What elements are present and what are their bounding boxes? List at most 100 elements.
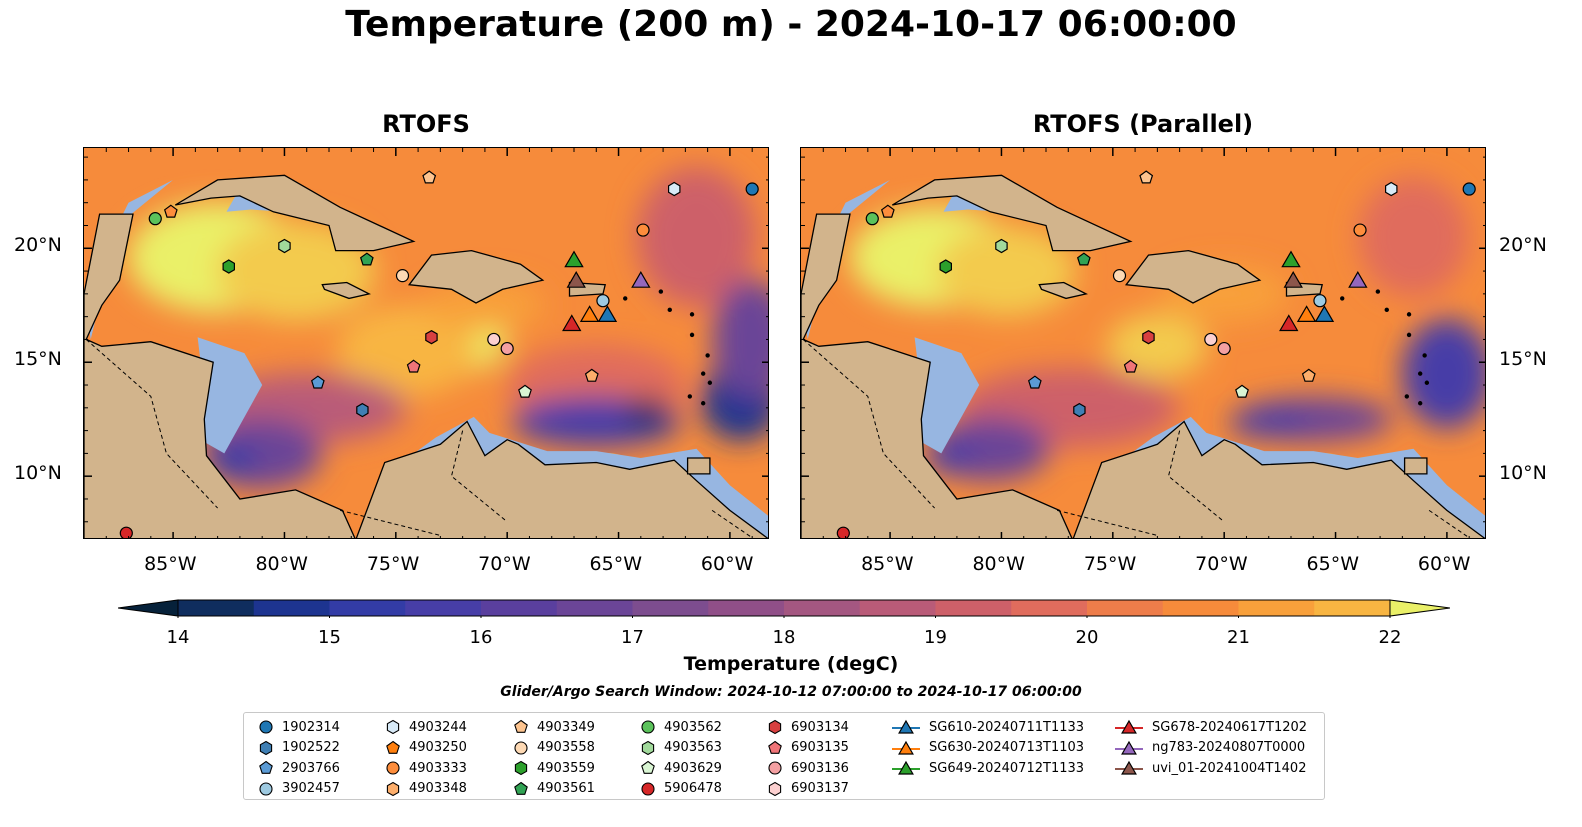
legend-label: SG610-20240711T1133 (929, 719, 1085, 735)
float-marker[interactable] (500, 341, 514, 356)
float-marker[interactable] (1462, 182, 1476, 196)
legend-label: 5906478 (664, 781, 722, 797)
country-border (450, 430, 508, 523)
float-marker[interactable] (163, 204, 178, 218)
float-marker[interactable] (119, 526, 133, 539)
float-marker[interactable] (1027, 375, 1042, 389)
float-marker[interactable] (584, 368, 599, 382)
legend-marker-triangle-line-icon (892, 761, 920, 775)
legend-marker-hexagon-icon (386, 781, 400, 796)
float-markers (836, 170, 1476, 539)
lon-tick-label: 75°W (1083, 553, 1137, 575)
float-marker[interactable] (1139, 170, 1154, 184)
legend-item: 2903766 (258, 758, 340, 779)
float-marker[interactable] (579, 305, 600, 322)
float-marker[interactable] (1296, 305, 1317, 322)
float-marker[interactable] (566, 270, 586, 288)
float-marker[interactable] (1112, 269, 1127, 283)
legend-marker-circle-icon (641, 720, 655, 734)
legend-label: 1902522 (282, 740, 340, 756)
colorbar-segment (405, 600, 482, 616)
float-marker[interactable] (995, 238, 1008, 254)
float-marker[interactable] (1204, 332, 1218, 347)
colorbar-tick-label: 15 (318, 627, 341, 648)
legend-label: 4903562 (664, 719, 722, 735)
float-marker[interactable] (836, 526, 850, 539)
float-marker[interactable] (1313, 294, 1327, 308)
float-marker[interactable] (518, 384, 532, 398)
float-marker[interactable] (562, 314, 582, 332)
float-marker[interactable] (939, 259, 952, 274)
colorbar-segment (1238, 600, 1315, 616)
float-marker[interactable] (1301, 368, 1316, 382)
legend-marker-circle-icon (514, 741, 528, 755)
float-marker[interactable] (425, 330, 438, 345)
colorbar-segment (859, 600, 936, 616)
float-marker[interactable] (667, 181, 681, 197)
float-marker[interactable] (148, 212, 162, 226)
float-marker[interactable] (487, 332, 501, 347)
shelf-region (914, 337, 980, 454)
float-marker[interactable] (1283, 270, 1303, 288)
legend-marker-triangle-line-icon (1115, 761, 1143, 775)
legend-label: 4903629 (664, 760, 722, 776)
float-marker[interactable] (636, 223, 650, 237)
land-region (1072, 420, 1485, 538)
land-region (355, 420, 768, 538)
float-marker[interactable] (1348, 270, 1368, 288)
float-marker[interactable] (1217, 341, 1231, 356)
legend-column: 1902314 1902522 2903766 3902457 (258, 717, 340, 799)
float-marker[interactable] (1073, 402, 1086, 418)
float-marker[interactable] (597, 305, 618, 322)
float-marker[interactable] (1123, 359, 1138, 373)
legend-marker-hexagon-icon (768, 720, 782, 735)
float-marker[interactable] (359, 252, 374, 266)
legend-label: SG630-20240713T1103 (929, 740, 1085, 756)
float-marker[interactable] (1142, 330, 1155, 345)
legend-marker-circle-icon (641, 782, 655, 796)
lon-tick-label: 85°W (144, 553, 197, 575)
legend-label: 6903137 (791, 781, 849, 797)
legend-marker-triangle-line-icon (1115, 720, 1143, 734)
float-marker[interactable] (278, 238, 291, 254)
legend-marker-hexagon-icon (768, 781, 782, 796)
land-region (84, 213, 356, 538)
legend-column: 6903134 6903135 6903136 6903137 (767, 717, 849, 799)
float-marker[interactable] (1314, 305, 1335, 322)
float-marker[interactable] (1281, 250, 1301, 268)
float-marker[interactable] (596, 294, 610, 308)
legend-item: SG678-20240617T1202 (1114, 717, 1307, 738)
float-marker[interactable] (395, 269, 410, 283)
lon-tick-label: 85°W (861, 553, 914, 575)
float-marker[interactable] (310, 375, 325, 389)
lon-tick-label: 65°W (1306, 553, 1359, 575)
float-marker[interactable] (1235, 384, 1249, 398)
float-marker[interactable] (1384, 181, 1398, 197)
map-panel-rtofs-parallel[interactable] (800, 147, 1486, 539)
float-marker[interactable] (422, 170, 437, 184)
float-marker[interactable] (880, 204, 895, 218)
land-region (1124, 249, 1262, 304)
float-marker[interactable] (356, 402, 369, 418)
float-marker[interactable] (564, 250, 584, 268)
land-region (407, 249, 545, 304)
lon-tick-label: 80°W (972, 553, 1025, 575)
land-region (686, 457, 711, 475)
colorbar-segment (481, 600, 558, 616)
float-marker[interactable] (1353, 223, 1367, 237)
float-marker[interactable] (865, 212, 879, 226)
legend-item: 3902457 (258, 779, 340, 800)
float-marker[interactable] (1076, 252, 1091, 266)
float-marker[interactable] (406, 359, 421, 373)
float-marker[interactable] (631, 270, 651, 288)
float-marker[interactable] (1279, 314, 1299, 332)
float-marker[interactable] (222, 259, 235, 274)
colorbar (117, 598, 1451, 622)
legend-marker-circle-icon (259, 720, 273, 734)
colorbar-scale (117, 599, 1451, 618)
legend-label: 6903135 (791, 740, 849, 756)
float-marker[interactable] (745, 182, 759, 196)
map-panel-rtofs[interactable] (83, 147, 769, 539)
colorbar-tick-label: 16 (469, 627, 493, 648)
colorbar-segment (178, 600, 255, 616)
